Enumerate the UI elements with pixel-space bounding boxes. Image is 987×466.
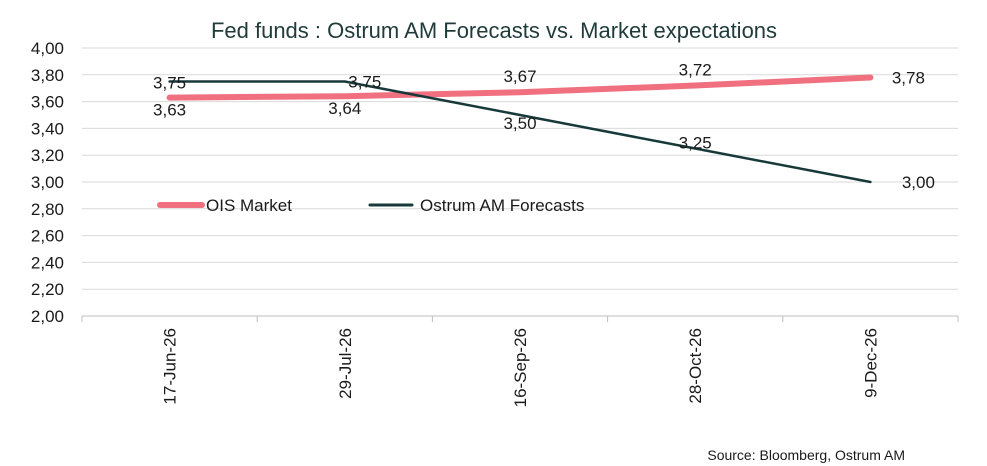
data-label: 3,64 xyxy=(328,99,361,118)
data-labels: 3,63 3,64 3,67 3,72 3,78 3,75 3,75 3,50 3,25 3,00 xyxy=(153,61,935,192)
series-line-ostrum-am-forecasts xyxy=(168,80,872,184)
y-tick-label: 2,00 xyxy=(31,307,64,326)
gridlines xyxy=(82,47,958,290)
data-label: 3,75 xyxy=(153,74,186,93)
x-tick-label: 16-Sep-26 xyxy=(511,328,530,407)
data-label: 3,75 xyxy=(348,73,381,92)
y-tick-label: 3,80 xyxy=(31,66,64,85)
series-lines xyxy=(166,74,874,184)
y-tick-label: 2,20 xyxy=(31,280,64,299)
data-label: 3,50 xyxy=(503,114,536,133)
data-label: 3,00 xyxy=(902,173,935,192)
data-label: 3,72 xyxy=(679,61,712,80)
y-tick-label: 4,00 xyxy=(31,39,64,58)
y-tick-label: 3,60 xyxy=(31,93,64,112)
y-tick-label: 3,40 xyxy=(31,119,64,138)
data-label: 3,67 xyxy=(503,67,536,86)
legend: OIS Market Ostrum AM Forecasts xyxy=(157,196,584,215)
y-axis: 2,00 2,20 2,40 2,60 2,80 3,00 3,20 3,40 3,60 3,80… xyxy=(31,39,64,326)
chart-title: Fed funds : Ostrum AM Forecasts vs. Mark… xyxy=(211,18,777,43)
x-tick-label: 28-Oct-26 xyxy=(686,328,705,404)
data-label: 3,25 xyxy=(679,134,712,153)
x-tick-label: 9-Dec-26 xyxy=(861,328,880,398)
series-line-ois-market xyxy=(166,74,874,101)
y-tick-label: 3,00 xyxy=(31,173,64,192)
legend-label: OIS Market xyxy=(206,196,292,215)
x-tick-label: 29-Jul-26 xyxy=(336,328,355,399)
data-label: 3,63 xyxy=(153,101,186,120)
y-tick-label: 2,60 xyxy=(31,227,64,246)
y-tick-label: 2,80 xyxy=(31,200,64,219)
data-label: 3,78 xyxy=(892,68,925,87)
legend-label: Ostrum AM Forecasts xyxy=(420,196,584,215)
source-note: Source: Bloomberg, Ostrum AM xyxy=(707,447,905,463)
y-tick-label: 2,40 xyxy=(31,253,64,272)
y-tick-label: 3,20 xyxy=(31,146,64,165)
x-tick-label: 17-Jun-26 xyxy=(161,328,180,405)
x-axis: 17-Jun-26 29-Jul-26 16-Sep-26 28-Oct-26 9-De… xyxy=(81,315,959,407)
